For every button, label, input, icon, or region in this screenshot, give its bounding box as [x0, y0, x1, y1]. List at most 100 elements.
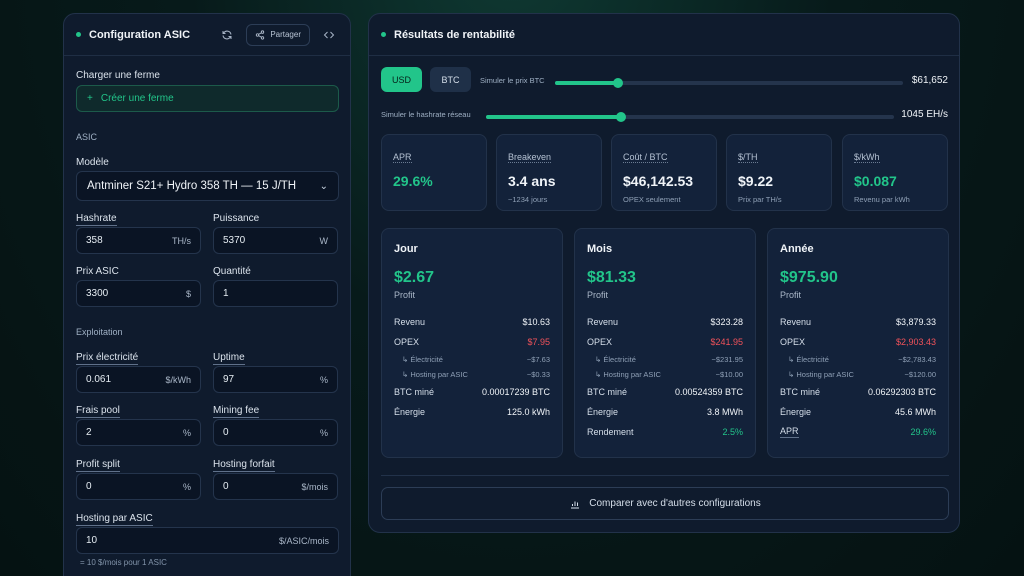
row-value: 45.6 MWh	[894, 407, 936, 417]
row-label: BTC miné	[394, 387, 435, 397]
uptime-input[interactable]: 97 %	[213, 366, 338, 393]
hosting-flat-value: 0	[223, 481, 229, 492]
period-title: Mois	[587, 243, 613, 255]
pool-fee-value: 2	[86, 427, 92, 438]
power-value: 5370	[223, 235, 246, 246]
row-value: 0.06292303 BTC	[867, 387, 936, 397]
uptime-value: 97	[223, 374, 235, 385]
power-unit: W	[319, 235, 329, 246]
btc-price-slider-thumb[interactable]	[612, 78, 623, 88]
hosting-asic-unit: $/ASIC/mois	[278, 535, 329, 546]
row-value: 29.6%	[910, 427, 936, 437]
row-value: −$120.00	[904, 370, 937, 379]
share-label: Partager	[270, 30, 301, 39]
load-farm-label: Charger une ferme	[76, 70, 160, 81]
asic-section-title: ASIC	[76, 132, 98, 142]
period-profit-label: Profit	[780, 290, 802, 300]
results-header: Résultats de rentabilité	[369, 14, 959, 56]
create-farm-button[interactable]: + Créer une ferme	[76, 85, 339, 112]
config-title: Configuration ASIC	[89, 28, 191, 41]
hashrate-value: 358	[86, 235, 103, 246]
refresh-icon[interactable]	[218, 26, 236, 44]
period-title: Année	[780, 243, 814, 255]
row-value: $2,903.43	[895, 337, 936, 347]
row-label: OPEX	[394, 337, 420, 347]
results-title: Résultats de rentabilité	[394, 28, 516, 41]
kpi-label: Coût / BTC	[623, 152, 668, 163]
period-profit-label: Profit	[587, 290, 609, 300]
divider	[381, 475, 949, 476]
profit-split-unit: %	[182, 481, 191, 492]
row-value: $241.95	[710, 337, 743, 347]
plus-icon: +	[87, 93, 93, 104]
row-value: −$0.33	[526, 370, 550, 379]
share-icon	[256, 29, 265, 40]
kpi-label: APR	[393, 152, 412, 163]
kpi-value: $9.22	[738, 173, 774, 189]
period-card-month: Mois $81.33 Profit Revenu $323.28 OPEX $24…	[574, 228, 756, 458]
hosting-flat-input[interactable]: 0 $/mois	[213, 473, 338, 500]
operations-section-title: Exploitation	[76, 327, 123, 337]
pool-fee-input[interactable]: 2 %	[76, 419, 201, 446]
quantity-input[interactable]: 1	[213, 280, 338, 307]
pool-fee-label: Frais pool	[76, 405, 120, 418]
row-label: ↳ Électricité	[595, 355, 636, 364]
currency-usd-toggle[interactable]: USD	[381, 67, 422, 92]
revenue-row: Revenu $323.28	[587, 312, 743, 332]
kpi-card-apr: APR 29.6%	[381, 134, 487, 211]
hashrate-unit: TH/s	[172, 235, 191, 246]
btc-price-slider[interactable]	[555, 78, 903, 88]
row-label: Revenu	[587, 317, 619, 327]
kpi-card-cost-per-btc: Coût / BTC $46,142.53 OPEX seulement	[611, 134, 717, 211]
hosting-asic-label: Hosting par ASIC	[76, 513, 153, 526]
chevron-down-icon: ⌄	[319, 180, 328, 192]
currency-btc-toggle[interactable]: BTC	[430, 67, 471, 92]
electricity-row: ↳ Électricité −$7.63	[394, 352, 550, 367]
share-button[interactable]: Partager	[246, 23, 310, 46]
kpi-label: Breakeven	[508, 152, 552, 163]
hosting-asic-input[interactable]: 10 $/ASIC/mois	[76, 527, 339, 554]
opex-row: OPEX $2,903.43	[780, 332, 936, 352]
row-label: ↳ Électricité	[402, 355, 443, 364]
hashrate-label: Hashrate	[76, 213, 117, 226]
model-select[interactable]: Antminer S21+ Hydro 358 TH — 15 J/TH ⌄	[76, 171, 339, 201]
hashrate-input[interactable]: 358 TH/s	[76, 227, 201, 254]
mining-fee-label: Mining fee	[213, 405, 260, 418]
network-hashrate-slider[interactable]	[486, 112, 894, 122]
electricity-price-unit: $/kWh	[165, 374, 191, 385]
network-hashrate-slider-fill	[486, 115, 621, 119]
asic-price-input[interactable]: 3300 $	[76, 280, 201, 307]
yield-row: Rendement 2.5%	[587, 422, 743, 442]
hosting-row: ↳ Hosting par ASIC −$10.00	[587, 367, 743, 382]
kpi-sub: Prix par TH/s	[738, 195, 782, 204]
pool-fee-unit: %	[182, 427, 191, 438]
hosting-row: ↳ Hosting par ASIC −$0.33	[394, 367, 550, 382]
kpi-card-revenue-per-kwh: $/kWh $0.087 Revenu par kWh	[842, 134, 948, 211]
row-label: ↳ Hosting par ASIC	[402, 370, 468, 379]
mining-fee-input[interactable]: 0 %	[213, 419, 338, 446]
kpi-sub: Revenu par kWh	[854, 195, 910, 204]
row-label: ↳ Hosting par ASIC	[595, 370, 661, 379]
row-value: 0.00017239 BTC	[481, 387, 550, 397]
compare-button[interactable]: Comparer avec d'autres configurations	[381, 487, 949, 520]
row-label: BTC miné	[587, 387, 628, 397]
row-value: $7.95	[527, 337, 550, 347]
profit-split-input[interactable]: 0 %	[76, 473, 201, 500]
hashrate-slider-label: Simuler le hashrate réseau	[381, 110, 471, 119]
profit-split-label: Profit split	[76, 459, 120, 472]
electricity-price-input[interactable]: 0.061 $/kWh	[76, 366, 201, 393]
create-farm-label: Créer une ferme	[100, 93, 174, 104]
row-value: $323.28	[710, 317, 743, 327]
row-label: BTC miné	[780, 387, 821, 397]
kpi-label: $/kWh	[854, 152, 880, 163]
network-hashrate-slider-thumb[interactable]	[615, 112, 626, 122]
electricity-price-label: Prix électricité	[76, 352, 139, 365]
status-dot	[381, 32, 386, 37]
code-icon[interactable]	[320, 26, 338, 44]
row-value: 0.00524359 BTC	[674, 387, 743, 397]
mining-fee-value: 0	[223, 427, 229, 438]
row-value: $10.63	[522, 317, 550, 327]
power-input[interactable]: 5370 W	[213, 227, 338, 254]
mining-fee-unit: %	[319, 427, 328, 438]
results-panel: Résultats de rentabilité USD BTC Simuler…	[368, 13, 960, 533]
